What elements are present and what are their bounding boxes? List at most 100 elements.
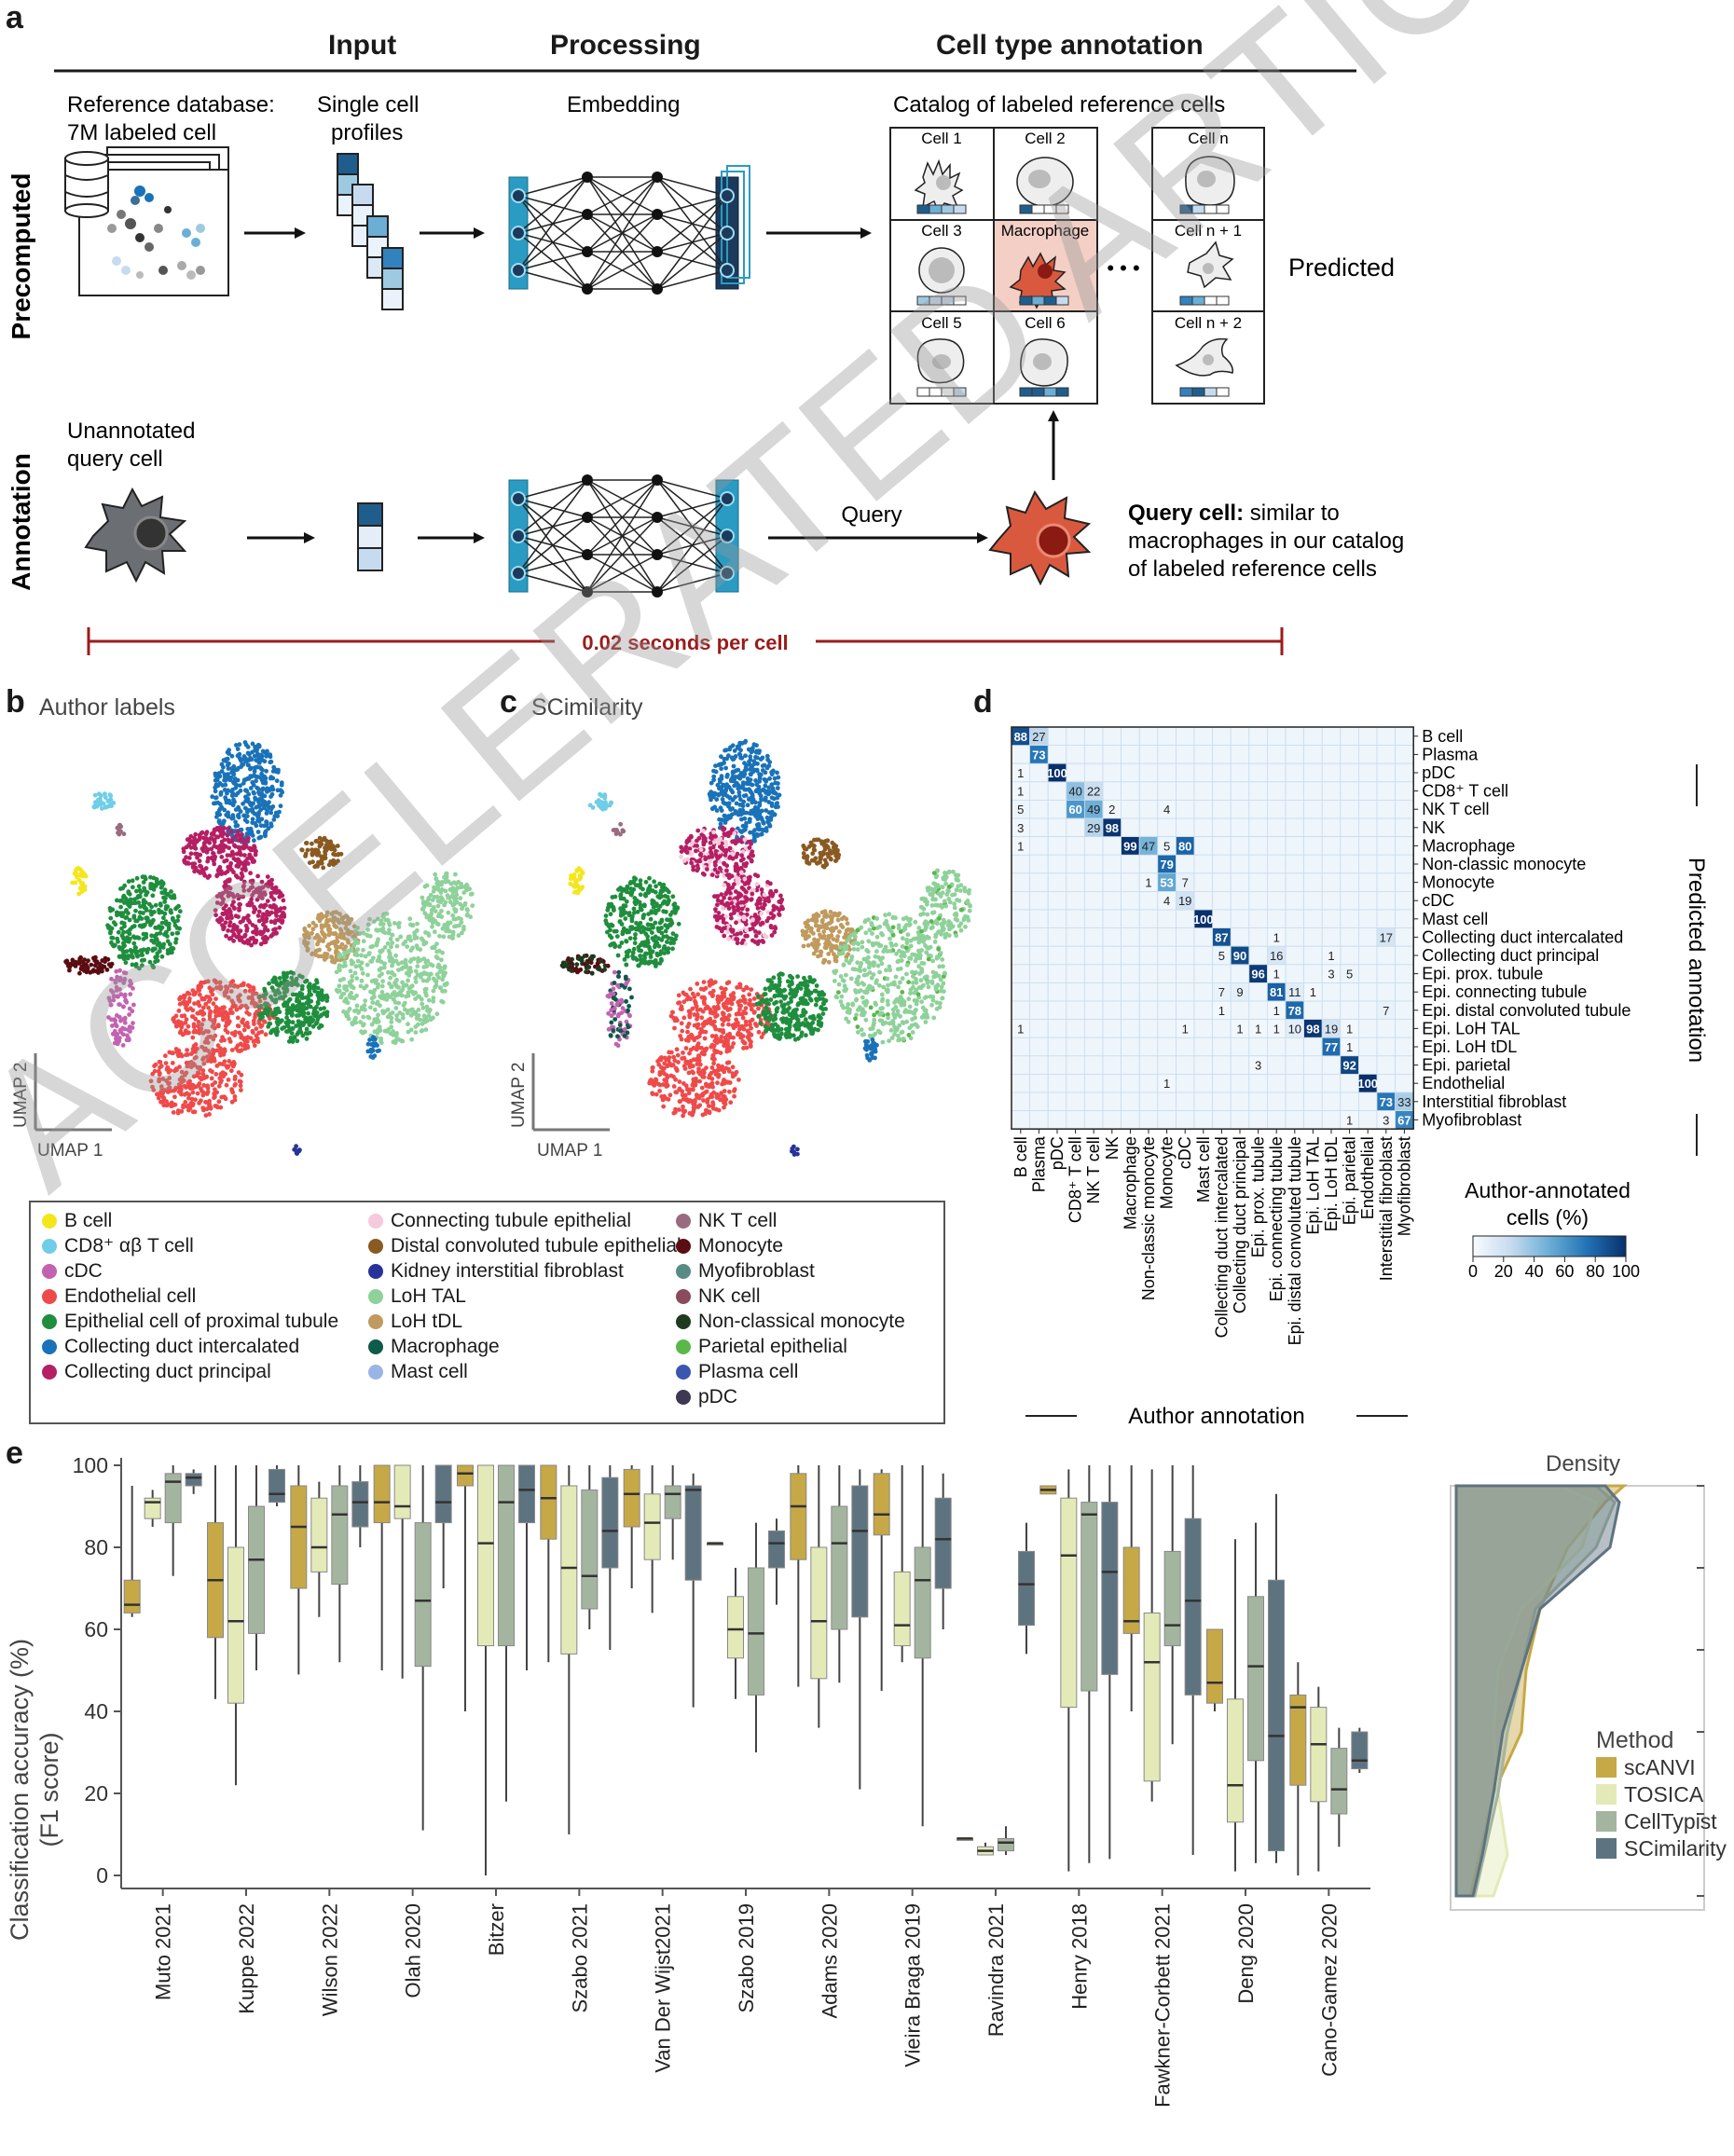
umap-point <box>222 990 227 996</box>
umap-point <box>760 939 765 943</box>
umap-point <box>406 978 410 983</box>
umap-point <box>598 967 602 972</box>
umap-point <box>635 909 640 914</box>
umap-point <box>227 801 233 805</box>
umap-point <box>65 963 71 968</box>
umap-point <box>338 935 344 941</box>
umap-point <box>245 796 251 802</box>
umap-point <box>329 941 335 946</box>
umap-point <box>251 1018 256 1023</box>
umap-point <box>218 1046 224 1051</box>
umap-point <box>249 942 254 948</box>
umap-point <box>279 788 283 793</box>
umap-point <box>270 804 276 809</box>
umap-point <box>779 898 784 902</box>
umap-point <box>625 1030 630 1036</box>
umap-point <box>282 1024 287 1030</box>
umap-point <box>743 827 748 832</box>
umap-point <box>413 1030 419 1035</box>
umap-point <box>138 889 144 895</box>
umap-point <box>369 958 375 964</box>
umap-point <box>108 802 114 807</box>
nn-node <box>720 566 735 581</box>
umap-point <box>186 856 192 860</box>
umap-point <box>227 886 233 891</box>
umap-point <box>754 768 760 774</box>
umap-point <box>672 1025 677 1031</box>
umap-point <box>246 887 252 893</box>
umap-point <box>320 913 325 919</box>
umap-point <box>105 923 110 928</box>
umap-point <box>440 926 446 931</box>
umap-point <box>126 911 131 916</box>
umap-point <box>140 963 144 968</box>
umap-point <box>253 1011 258 1017</box>
umap-point <box>254 1026 259 1032</box>
umap-point <box>215 834 221 840</box>
umap-point <box>766 899 772 904</box>
profile-cell <box>1216 204 1230 214</box>
umap-point <box>355 947 361 952</box>
umap-point <box>157 1078 162 1084</box>
umap-point <box>331 862 337 867</box>
umap-point <box>739 906 745 912</box>
umap-point <box>416 1013 421 1018</box>
umap-point <box>201 1061 207 1066</box>
umap-point <box>128 948 133 953</box>
umap-point <box>157 1059 162 1064</box>
umap-point <box>77 867 83 872</box>
umap-point <box>183 1028 188 1034</box>
umap-point <box>213 777 218 783</box>
umap-point <box>650 930 654 935</box>
umap-point <box>638 892 643 898</box>
umap-point <box>336 851 341 857</box>
catalog-cell-n1: Cell n + 1 <box>1175 222 1242 240</box>
umap-point <box>400 980 405 985</box>
umap-point <box>229 915 234 921</box>
umap-point <box>265 748 269 754</box>
umap-point <box>764 779 769 784</box>
umap-point <box>631 906 637 912</box>
umap-point <box>131 941 137 946</box>
umap-point <box>200 1076 205 1081</box>
umap-point <box>609 1001 614 1006</box>
umap-point <box>225 1016 230 1022</box>
umap-point <box>665 940 669 944</box>
umap-point <box>361 947 365 953</box>
umap-point <box>456 915 461 921</box>
umap-point <box>217 774 223 779</box>
db-cylinder-icon <box>64 151 109 218</box>
umap-point <box>208 1010 213 1016</box>
umap-point <box>329 912 335 916</box>
umap-point <box>726 936 732 941</box>
umap-point <box>734 861 739 867</box>
umap-point <box>205 1054 210 1060</box>
umap-point <box>726 801 732 806</box>
umap-point <box>571 883 576 888</box>
umap-point <box>225 790 229 796</box>
umap-point <box>758 897 763 902</box>
umap-point <box>307 988 312 994</box>
umap-point <box>372 995 377 999</box>
umap-point <box>377 1048 381 1053</box>
umap-point <box>833 844 839 849</box>
umap-point <box>237 906 241 911</box>
umap-point <box>115 898 119 903</box>
umap-point <box>654 884 658 889</box>
umap-point <box>388 958 392 964</box>
umap-point <box>160 880 166 886</box>
umap-point <box>764 790 768 795</box>
umap-point <box>385 941 391 946</box>
umap-point <box>712 914 718 919</box>
umap-point <box>268 903 273 909</box>
umap-point <box>663 928 668 934</box>
umap-point <box>252 838 256 844</box>
umap-point <box>156 1068 161 1074</box>
umap-point <box>423 1027 429 1033</box>
umap-point <box>235 747 241 751</box>
cell-n1-icon <box>1187 240 1234 289</box>
umap-point <box>151 940 157 945</box>
umap-point <box>92 963 98 968</box>
umap-point <box>186 1083 191 1089</box>
umap-point <box>205 1089 211 1094</box>
